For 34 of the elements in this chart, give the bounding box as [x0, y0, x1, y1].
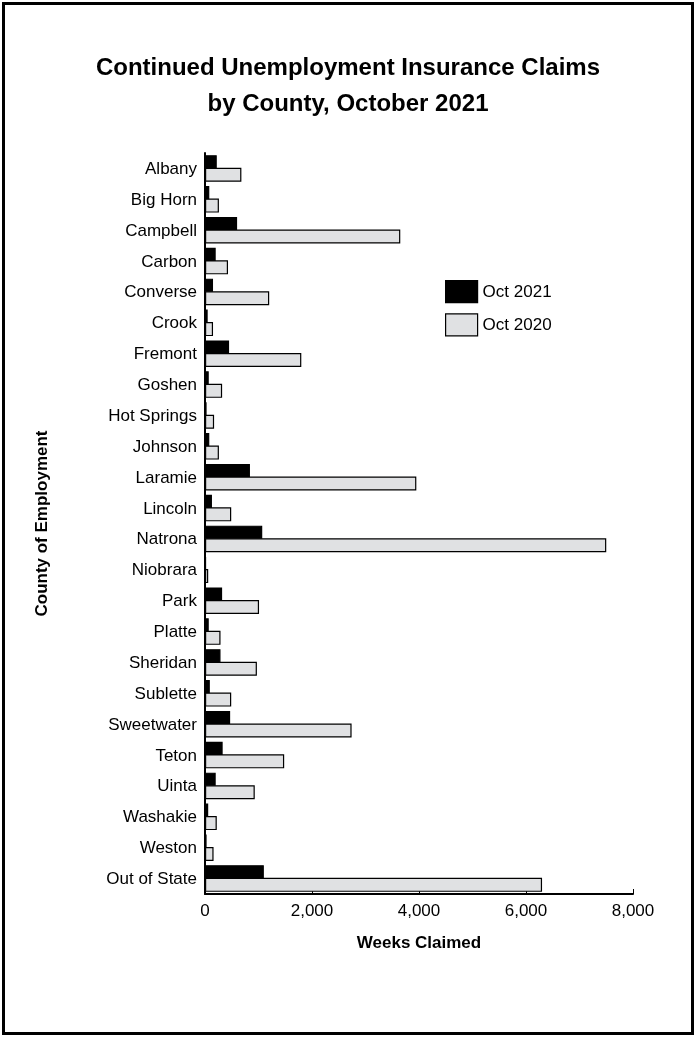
y-tick-label: Washakie — [122, 807, 197, 827]
x-tick-label: 2,000 — [290, 901, 334, 920]
y-tick-label: Converse — [124, 282, 197, 302]
y-tick-label: Teton — [155, 745, 197, 765]
x-axis-title: Weeks Claimed — [356, 933, 482, 952]
y-tick-label: Hot Springs — [108, 405, 197, 425]
y-tick-label: Platte — [153, 622, 197, 642]
y-tick-label: Out of State — [106, 869, 197, 889]
y-tick-label: Fremont — [133, 344, 198, 364]
y-tick-label: Albany — [145, 158, 198, 178]
y-tick-label: Goshen — [137, 375, 197, 395]
x-tick-label: 4,000 — [397, 901, 441, 920]
y-tick-label: Park — [162, 591, 198, 611]
x-tick-label: 0 — [200, 901, 210, 920]
y-tick-label: Carbon — [141, 251, 197, 271]
y-tick-label: Crook — [151, 313, 198, 333]
x-tick-label: 8,000 — [611, 901, 655, 920]
y-tick-label: Big Horn — [130, 189, 197, 209]
y-tick-label: Sheridan — [128, 652, 197, 672]
y-tick-label: Weston — [139, 838, 197, 858]
y-tick-label: Sublette — [134, 683, 197, 703]
legend-label: Oct 2021 — [482, 282, 552, 302]
y-tick-label: Laramie — [135, 467, 197, 487]
legend-label: Oct 2020 — [482, 315, 552, 335]
y-tick-label: Natrona — [136, 529, 198, 549]
y-tick-label: Niobrara — [131, 560, 198, 580]
y-tick-label: Sweetwater — [108, 714, 198, 734]
chart-title: Continued Unemployment Insurance Claims by County, October 2021 — [95, 52, 601, 116]
y-tick-label: Uinta — [157, 776, 198, 796]
y-tick-label: Johnson — [132, 436, 197, 456]
x-tick-label: 6,000 — [504, 901, 548, 920]
y-axis-title: County of Employment — [32, 430, 51, 617]
y-tick-label: Campbell — [125, 220, 197, 240]
y-tick-label: Lincoln — [143, 498, 197, 518]
